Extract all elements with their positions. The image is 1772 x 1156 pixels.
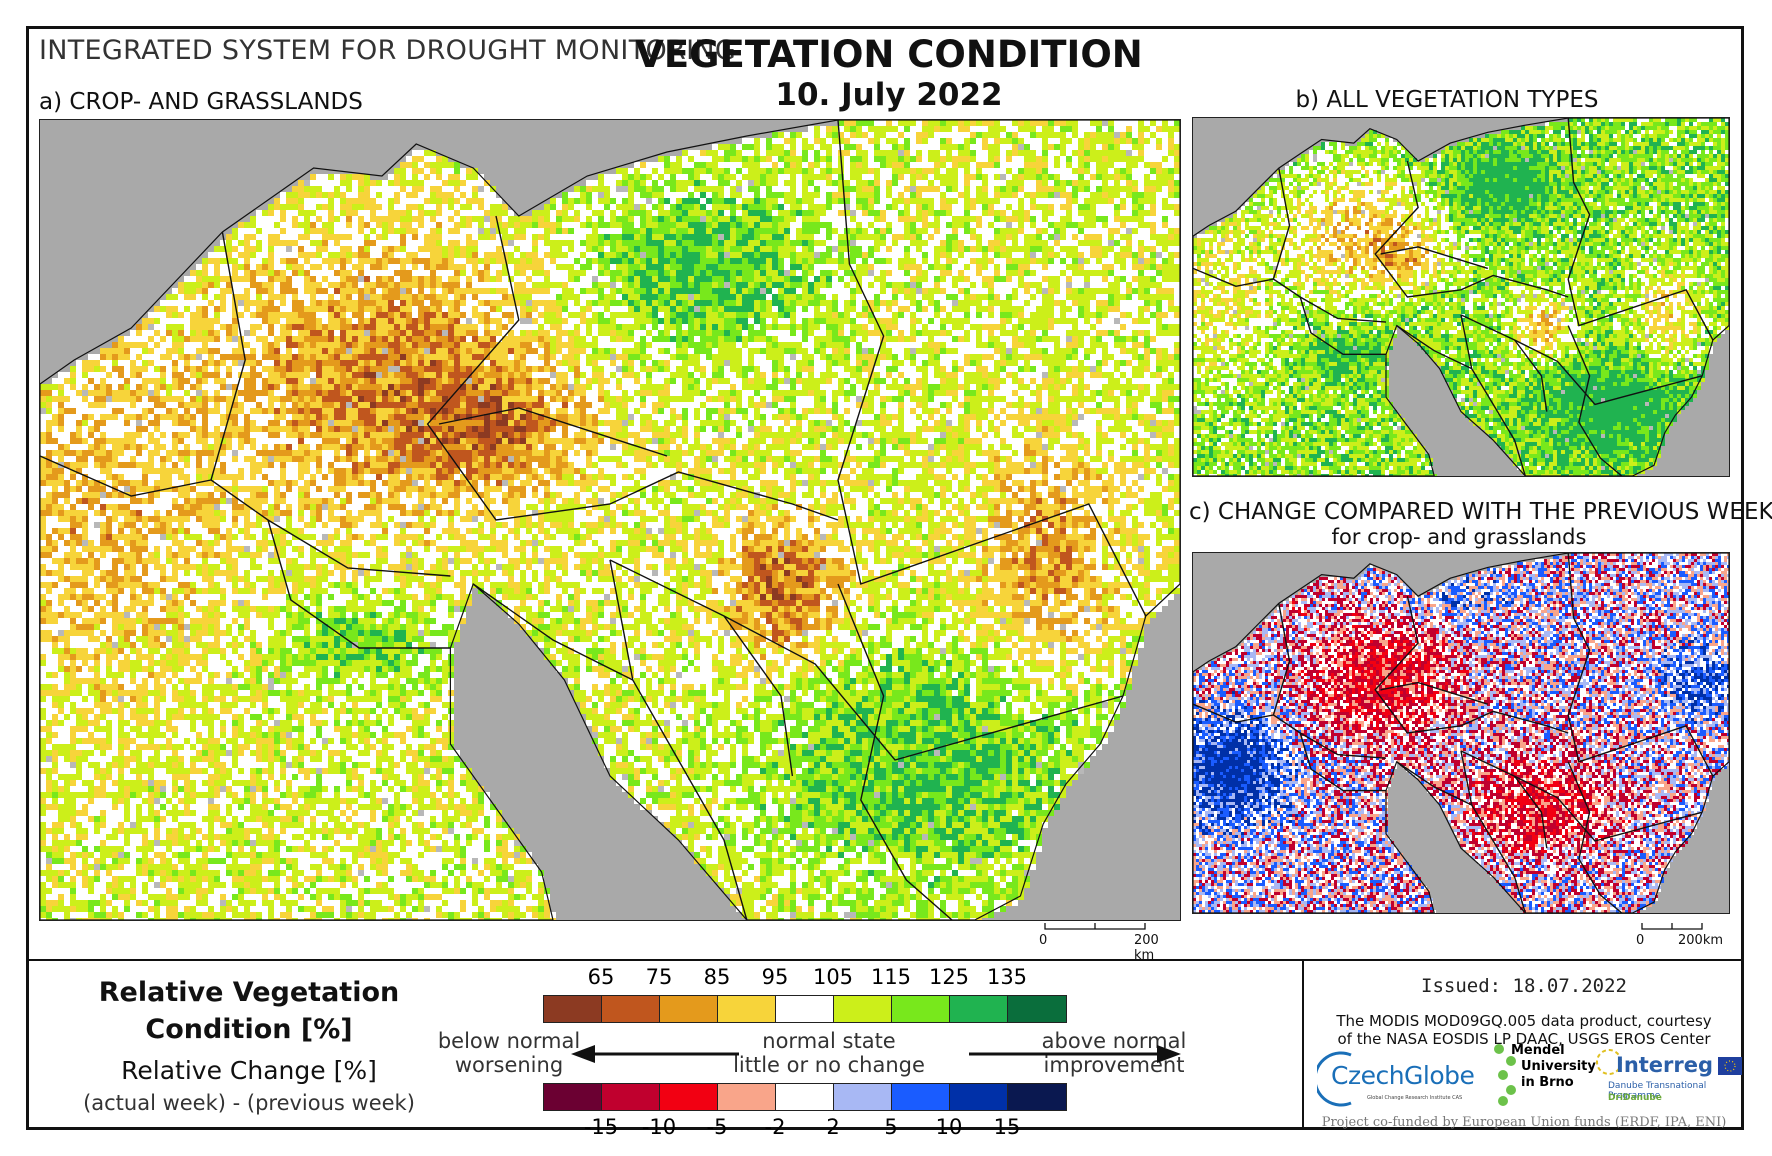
panel-b-label: b) ALL VEGETATION TYPES (1167, 87, 1727, 113)
issued-date: Issued: 18.07.2022 (1309, 975, 1739, 997)
legend-below-line1: below normal (434, 1029, 584, 1053)
scalebar-small-end: 200km (1678, 933, 1723, 948)
rvc-swatch (718, 996, 776, 1022)
legend-below-normal: below normal worsening (434, 1029, 584, 1077)
legend-title-line1: Relative Vegetation (59, 974, 439, 1011)
arrow-left-icon (571, 1045, 595, 1063)
rvc-swatch (1008, 996, 1066, 1022)
rvc-tick-label: 65 (573, 965, 629, 989)
legend-change-title: Relative Change [%] (59, 1056, 439, 1085)
courtesy-line1: The MODIS MOD09GQ.005 data product, cour… (1309, 1012, 1739, 1030)
panel-c-label: c) CHANGE COMPARED WITH THE PREVIOUS WEE… (1189, 499, 1729, 525)
legend-title: Relative Vegetation Condition [%] (59, 974, 439, 1048)
map-weekly-change (1192, 552, 1730, 914)
legend-divider (29, 959, 1741, 961)
change-swatch (834, 1084, 892, 1110)
change-swatch (892, 1084, 950, 1110)
change-tick-label: 5 (863, 1115, 919, 1139)
rvc-swatch (834, 996, 892, 1022)
rvc-swatch (950, 996, 1008, 1022)
rvc-swatch (892, 996, 950, 1022)
change-tick-label: -2 (747, 1115, 803, 1139)
footer-divider (1302, 959, 1304, 1127)
panel-a-label: a) CROP- AND GRASSLANDS (39, 89, 363, 115)
czechglobe-logo: CzechGlobe Global Change Research Instit… (1317, 1049, 1487, 1109)
rvc-swatch (776, 996, 834, 1022)
change-colorbar (543, 1083, 1067, 1111)
change-tick-label: 2 (805, 1115, 861, 1139)
interreg-logo: Interreg Danube Transnational Programme … (1594, 1047, 1744, 1111)
figure-frame: INTEGRATED SYSTEM FOR DROUGHT MONITORING… (26, 26, 1744, 1130)
panel-c-sublabel: for crop- and grasslands (1189, 525, 1729, 549)
change-tick-label: 10 (921, 1115, 977, 1139)
rvc-tick-label: 75 (631, 965, 687, 989)
rvc-tick-label: 105 (805, 965, 861, 989)
change-swatch (776, 1084, 834, 1110)
change-swatch (1008, 1084, 1066, 1110)
scalebar-main-zero: 0 (1039, 933, 1047, 948)
czechglobe-text: CzechGlobe (1331, 1061, 1474, 1090)
arrow-right-icon (1157, 1045, 1181, 1063)
legend-title-line2: Condition [%] (59, 1011, 439, 1048)
rvc-tick-label: 85 (689, 965, 745, 989)
rvc-swatch (602, 996, 660, 1022)
rvc-swatch (660, 996, 718, 1022)
rvc-tick-label: 115 (863, 965, 919, 989)
figure-title: VEGETATION CONDITION (629, 33, 1149, 76)
legend-below-line2: worsening (434, 1053, 584, 1077)
legend-arrows (569, 1039, 1189, 1069)
rvc-swatch (544, 996, 602, 1022)
change-swatch (660, 1084, 718, 1110)
rvc-colorbar (543, 995, 1067, 1023)
change-swatch (602, 1084, 660, 1110)
change-swatch (544, 1084, 602, 1110)
mendel-line2: University (1521, 1059, 1596, 1074)
change-swatch (718, 1084, 776, 1110)
scalebar-small-zero: 0 (1636, 933, 1644, 948)
rvc-tick-label: 95 (747, 965, 803, 989)
rvc-tick-label: 135 (979, 965, 1035, 989)
figure-date: 10. July 2022 (629, 77, 1149, 113)
interreg-text: Interreg (1616, 1053, 1713, 1077)
czechglobe-subtext: Global Change Research Institute CAS (1367, 1095, 1462, 1101)
change-swatch (950, 1084, 1008, 1110)
funding-note: Project co-funded by European Union fund… (1309, 1115, 1739, 1130)
interreg-sub2: DriDanube (1608, 1093, 1662, 1103)
map-all-vegetation (1192, 117, 1730, 477)
change-tick-label: -5 (689, 1115, 745, 1139)
eu-flag-icon (1718, 1057, 1742, 1075)
change-tick-label: -15 (573, 1115, 629, 1139)
change-tick-label: -10 (631, 1115, 687, 1139)
map-crop-grasslands (39, 119, 1181, 921)
mendel-line1: Mendel (1511, 1043, 1565, 1058)
legend-change-formula: (actual week) - (previous week) (59, 1091, 439, 1115)
mendel-logo: Mendel University in Brno (1491, 1043, 1601, 1107)
change-tick-label: 15 (979, 1115, 1035, 1139)
mendel-line3: in Brno (1521, 1075, 1574, 1090)
rvc-tick-label: 125 (921, 965, 977, 989)
